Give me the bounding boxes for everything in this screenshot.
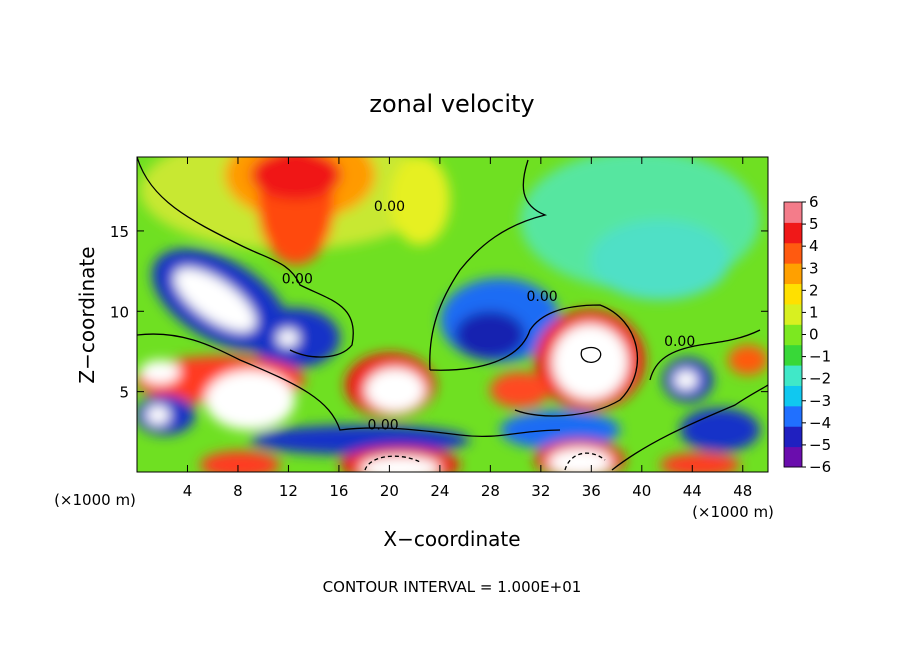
colorbar-swatch: [784, 303, 802, 325]
colorbar-tick-label: 4: [809, 237, 819, 255]
x-tick-label: 36: [582, 482, 601, 500]
x-tick-label: 28: [481, 482, 500, 500]
colorbar-swatch: [784, 222, 802, 244]
colorbar-swatch: [784, 263, 802, 285]
y-axis: 5 10 15: [110, 223, 768, 402]
colorbar-swatch: [784, 426, 802, 448]
y-axis-label: Z−coordinate: [75, 246, 99, 383]
x-tick-label: 48: [733, 482, 752, 500]
y-tick-label: 5: [119, 384, 129, 402]
x-tick-label: 24: [430, 482, 449, 500]
x-unit-left: (×1000 m): [54, 491, 136, 509]
y-tick-label: 10: [110, 303, 129, 321]
colorbar-tick-label: −2: [809, 370, 831, 388]
colorbar-tick-label: 1: [809, 303, 819, 321]
colorbar-swatch: [784, 405, 802, 427]
x-tick-label: 16: [329, 482, 348, 500]
colorbar: 6 5 4 3 2 1 0 −1 −2 −3 −4 −5 −6: [783, 193, 831, 476]
colorbar-tick-label: 5: [809, 215, 819, 233]
colorbar-swatch: [784, 283, 802, 305]
x-axis: 4 8 12 16 20 24 28 32 36 40 44 48: [183, 157, 752, 500]
contour-label: 0.00: [374, 199, 405, 215]
x-tick-label: 44: [683, 482, 702, 500]
contour-label: 0.00: [527, 289, 558, 305]
colorbar-swatch: [784, 324, 802, 346]
colorbar-tick-label: −5: [809, 436, 831, 454]
colorbar-swatch: [784, 242, 802, 264]
colorbar-tick-label: 3: [809, 259, 819, 277]
x-tick-label: 40: [632, 482, 651, 500]
contour-labels: 0.00 0.00 0.00 0.00 0.00: [282, 199, 696, 434]
colorbar-tick-label: −4: [809, 414, 831, 432]
colorbar-swatch: [784, 365, 802, 386]
x-tick-label: 20: [380, 482, 399, 500]
contour-label: 0.00: [282, 271, 313, 287]
x-unit-right: (×1000 m): [692, 503, 774, 521]
colorbar-tick-label: 0: [809, 326, 819, 344]
contour-interval-note: CONTOUR INTERVAL = 1.000E+01: [323, 578, 582, 596]
x-tick-label: 8: [233, 482, 243, 500]
plot-frame: [136, 156, 769, 473]
colorbar-tick-label: −6: [809, 458, 831, 476]
colorbar-swatch: [784, 202, 802, 223]
colorbar-swatch: [784, 385, 802, 407]
contour-label: 0.00: [368, 418, 399, 434]
chart-title: zonal velocity: [369, 90, 534, 118]
colorbar-tick-label: 6: [809, 193, 819, 211]
colorbar-swatch: [784, 344, 802, 366]
x-tick-label: 12: [279, 482, 298, 500]
y-tick-label: 15: [110, 223, 129, 241]
colorbar-tick-label: −3: [809, 392, 831, 410]
x-tick-label: 4: [183, 482, 193, 500]
plot-area: [137, 157, 768, 472]
colorbar-swatch: [784, 446, 802, 468]
colorbar-tick-label: 2: [809, 281, 819, 299]
x-axis-label: X−coordinate: [383, 527, 520, 551]
colorbar-tick-label: −1: [809, 348, 831, 366]
contour-label: 0.00: [664, 334, 695, 350]
x-tick-label: 32: [531, 482, 550, 500]
